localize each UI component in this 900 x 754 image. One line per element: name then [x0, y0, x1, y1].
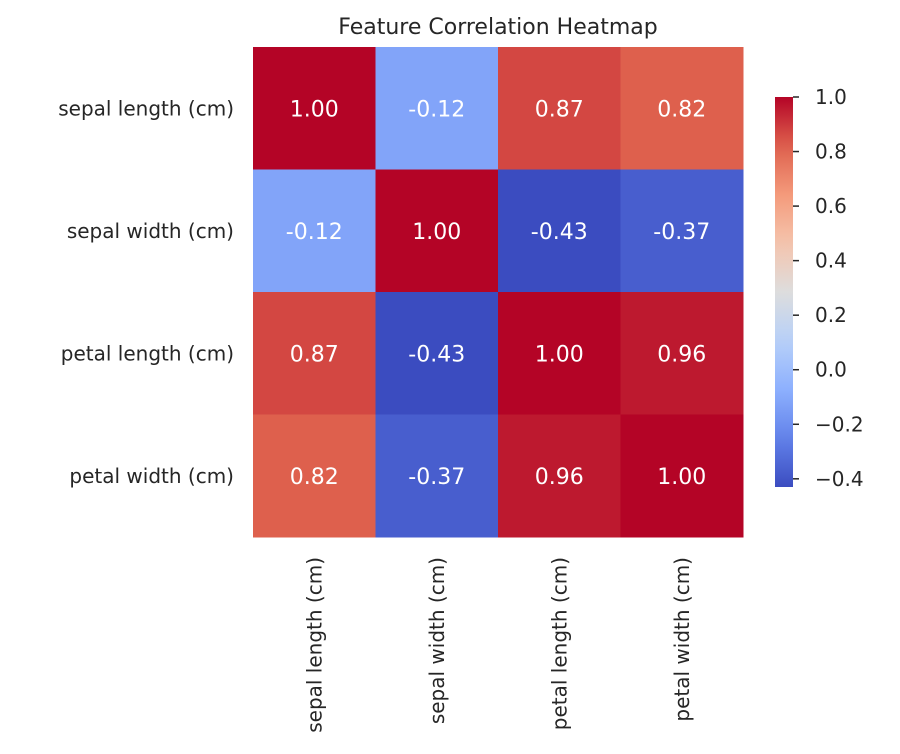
cell-annotation-r3-c0: 0.82 — [290, 465, 339, 490]
cell-annotation-r1-c3: -0.37 — [653, 220, 710, 245]
colorbar — [775, 97, 793, 487]
heatmap-cell-r0-c0 — [253, 47, 376, 170]
cell-annotation-r0-c2: 0.87 — [535, 97, 584, 122]
heatmap-cell-r0-c3 — [620, 47, 744, 170]
cell-annotation-r2-c3: 0.96 — [657, 342, 706, 367]
cell-annotation-r2-c2: 1.00 — [535, 342, 584, 367]
heatmap-cell-r2-c3 — [620, 292, 744, 415]
colorbar-tick-label-2: 0.6 — [815, 194, 847, 218]
colorbar-tick-label-1: 0.8 — [815, 140, 847, 164]
heatmap-cell-r3-c1 — [375, 414, 499, 538]
heatmap-cells — [253, 47, 744, 538]
heatmap-cell-r0-c1 — [375, 47, 499, 170]
colorbar-ticks: 1.0 0.8 0.6 0.4 0.2 0.0 −0.2 −0.4 — [793, 85, 864, 491]
cell-annotation-r0-c3: 0.82 — [657, 97, 706, 122]
cell-annotation-r3-c3: 1.00 — [657, 465, 706, 490]
heatmap-cell-r1-c0 — [253, 169, 376, 293]
heatmap-cell-r0-c2 — [498, 47, 621, 170]
colorbar-tick-label-7: −0.4 — [815, 467, 864, 491]
cell-annotation-r2-c1: -0.43 — [408, 342, 465, 367]
cell-annotation-r0-c0: 1.00 — [290, 97, 339, 122]
x-tick-label-3: petal width (cm) — [670, 557, 694, 722]
colorbar-tick-label-6: −0.2 — [815, 412, 864, 436]
y-tick-label-0: sepal length (cm) — [58, 96, 234, 120]
cell-annotation-r1-c0: -0.12 — [286, 220, 343, 245]
x-tick-label-0: sepal length (cm) — [302, 557, 326, 733]
colorbar-tick-label-3: 0.4 — [815, 249, 847, 273]
colorbar-tick-label-5: 0.0 — [815, 358, 847, 382]
cell-annotation-r1-c2: -0.43 — [531, 220, 588, 245]
x-tick-label-2: petal length (cm) — [547, 557, 571, 730]
cell-annotation-r1-c1: 1.00 — [412, 220, 461, 245]
heatmap-cell-r1-c1 — [375, 169, 499, 293]
colorbar-tick-label-4: 0.2 — [815, 303, 847, 327]
cell-annotation-r3-c1: -0.37 — [408, 465, 465, 490]
heatmap-cell-r2-c1 — [375, 292, 499, 415]
cell-annotation-r2-c0: 0.87 — [290, 342, 339, 367]
colorbar-tick-label-0: 1.0 — [815, 85, 847, 109]
chart-title: Feature Correlation Heatmap — [338, 15, 658, 40]
heatmap-cell-r3-c3 — [620, 414, 744, 538]
y-tick-labels: sepal length (cm) sepal width (cm) petal l… — [58, 96, 234, 488]
y-tick-label-3: petal width (cm) — [69, 464, 234, 488]
x-tick-label-1: sepal width (cm) — [425, 557, 449, 724]
heatmap-cell-r3-c0 — [253, 414, 376, 538]
y-tick-label-1: sepal width (cm) — [67, 219, 234, 243]
cell-annotation-r3-c2: 0.96 — [535, 465, 584, 490]
heatmap-cell-r1-c3 — [620, 169, 744, 293]
heatmap-cell-r3-c2 — [498, 414, 621, 538]
y-tick-label-2: petal length (cm) — [61, 341, 234, 365]
cell-annotation-r0-c1: -0.12 — [408, 97, 465, 122]
heatmap-cell-r2-c0 — [253, 292, 376, 415]
cell-annotations: 1.00 -0.12 0.87 0.82 -0.12 1.00 -0.43 -0.37 0.87… — [286, 97, 710, 490]
heatmap-cell-r2-c2 — [498, 292, 621, 415]
heatmap-cell-r1-c2 — [498, 169, 621, 293]
x-tick-labels: sepal length (cm) sepal width (cm) petal l… — [302, 557, 694, 733]
